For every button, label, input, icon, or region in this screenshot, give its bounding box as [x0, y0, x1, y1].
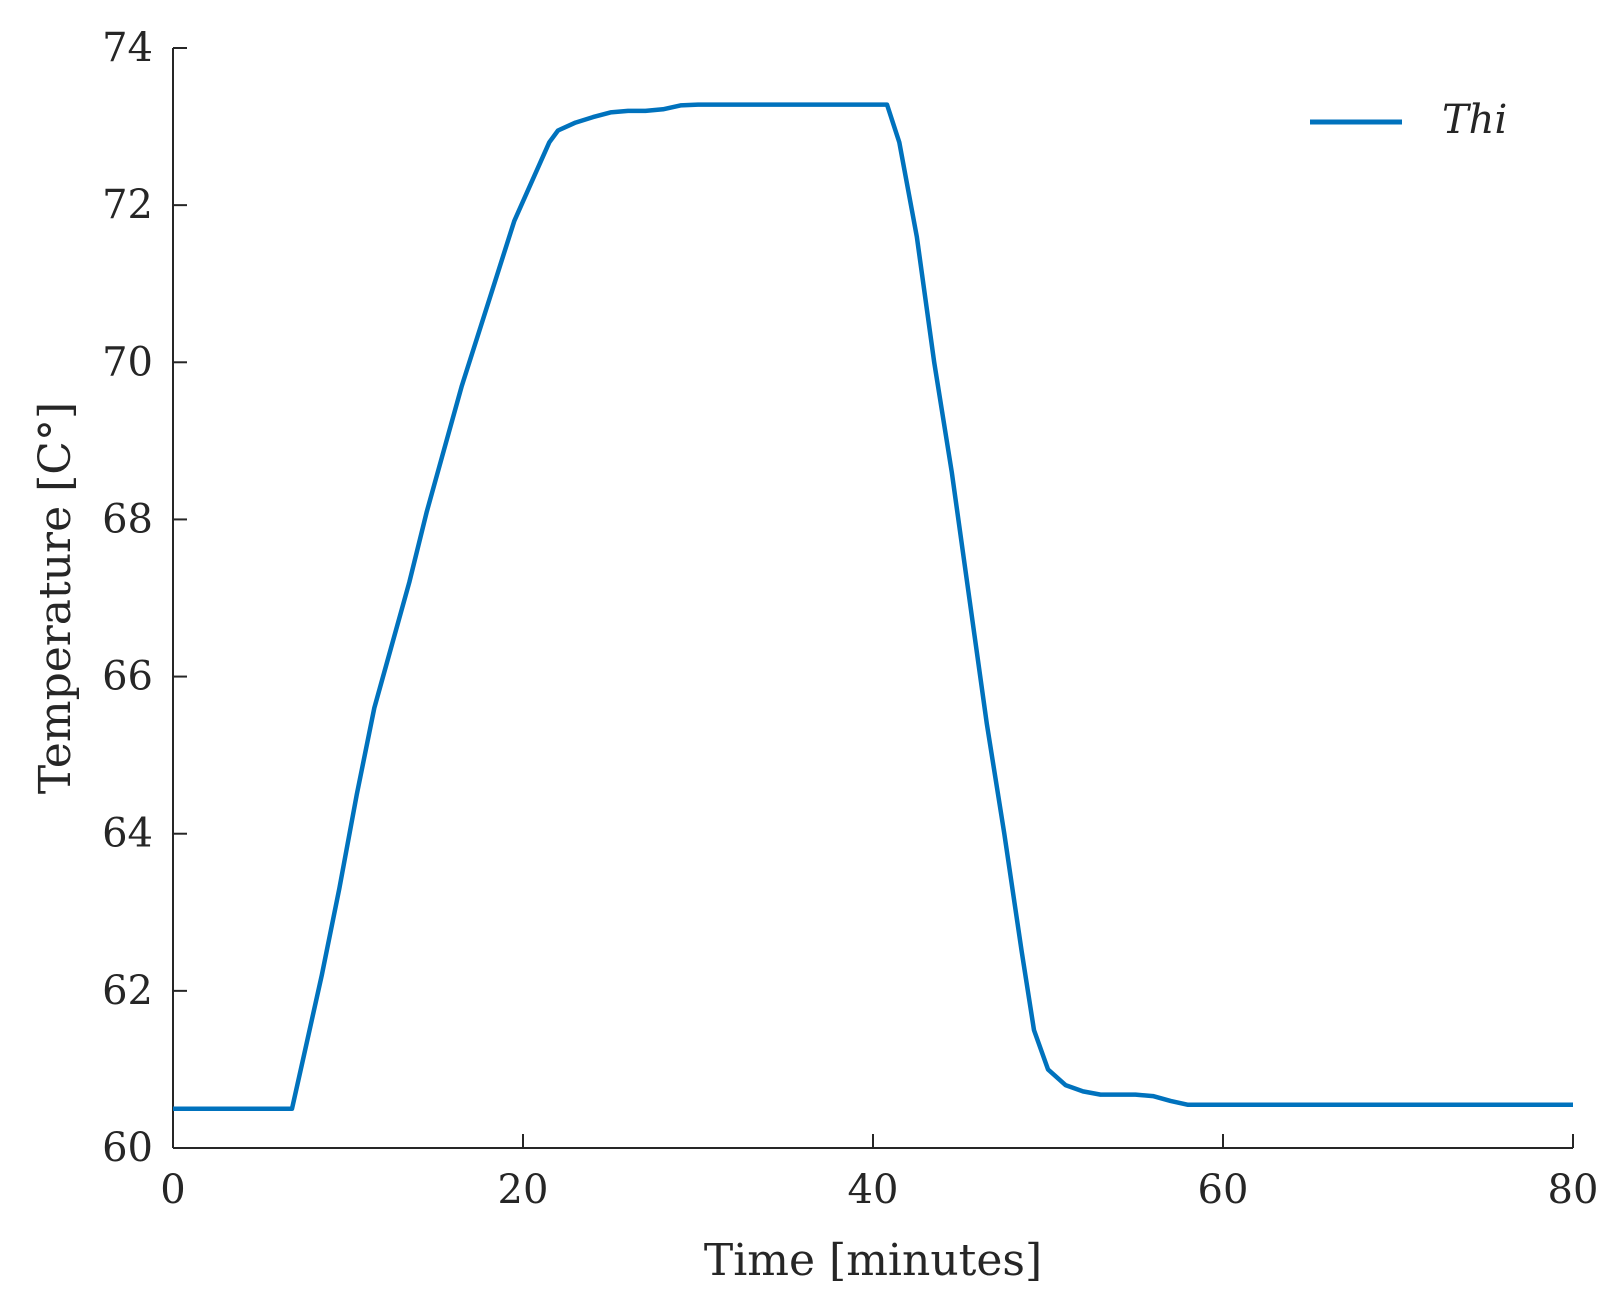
y-tick-label: 62 [102, 968, 153, 1014]
y-tick-label: 72 [102, 182, 153, 228]
x-tick-label: 80 [1548, 1167, 1599, 1213]
x-axis-label: Time [minutes] [704, 1235, 1042, 1286]
legend-label-thi: Thi [1442, 97, 1507, 143]
y-tick-label: 68 [102, 496, 153, 542]
legend: Thi [1310, 97, 1507, 143]
y-tick-label: 64 [102, 811, 153, 857]
axes [172, 48, 1573, 1149]
y-tick-label: 74 [102, 25, 153, 71]
y-axis-label: Temperature [C°] [30, 402, 81, 794]
x-tick-label: 0 [160, 1167, 185, 1213]
y-tick-label: 60 [102, 1125, 153, 1171]
x-ticks: 0 20 40 60 80 [160, 1134, 1598, 1213]
series-line-thi [173, 102, 1573, 1111]
y-tick-label: 70 [102, 339, 153, 385]
y-tick-label: 66 [102, 654, 153, 700]
series-lines [173, 102, 1573, 1111]
x-tick-label: 40 [848, 1167, 899, 1213]
y-ticks: 60 62 64 66 68 70 72 74 [102, 25, 187, 1171]
x-tick-label: 60 [1198, 1167, 1249, 1213]
x-tick-label: 20 [498, 1167, 549, 1213]
